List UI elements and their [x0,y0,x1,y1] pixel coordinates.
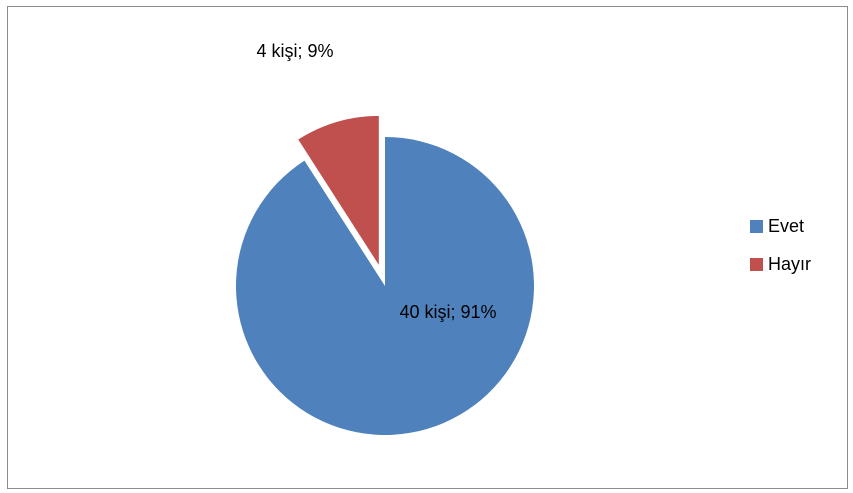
legend-item-hayir: Hayır [750,252,811,276]
legend-item-evet: Evet [750,214,811,238]
legend-swatch-hayir [750,257,763,271]
legend: Evet Hayır [750,214,811,290]
legend-label-evet: Evet [768,215,805,236]
pie-slice-evet [236,137,534,435]
pie-slice-hayir [298,115,379,265]
data-label-hayir: 4 kişi; 9% [256,41,333,61]
legend-swatch-evet [750,219,763,233]
data-label-evet: 40 kişi; 91% [399,302,496,322]
legend-label-hayir: Hayır [768,253,812,274]
pie-slices [236,115,534,435]
